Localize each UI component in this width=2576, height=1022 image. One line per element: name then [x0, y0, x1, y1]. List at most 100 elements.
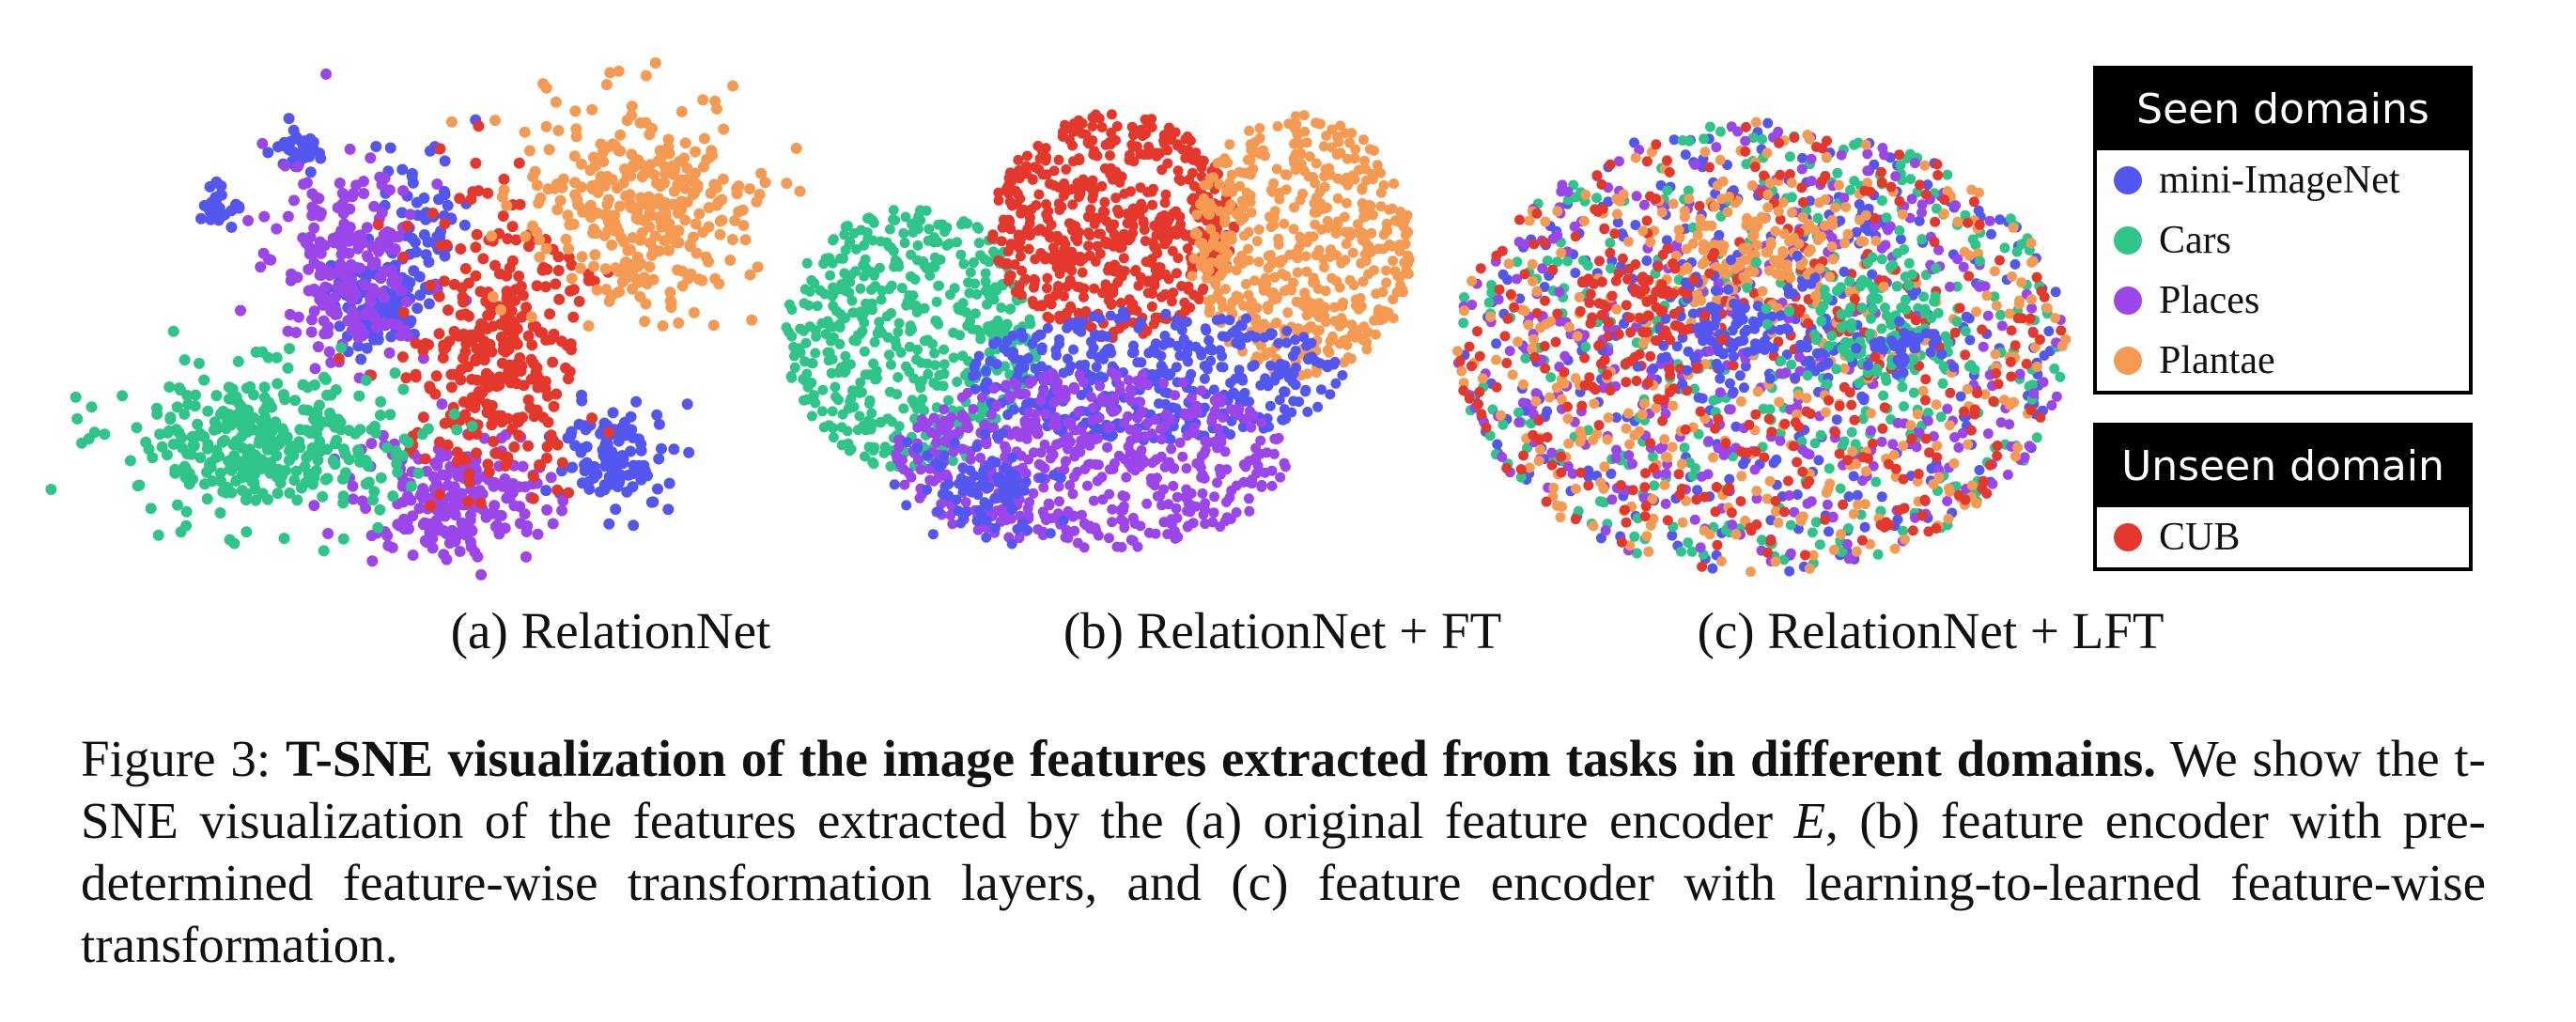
plantae-point	[644, 237, 657, 249]
cub-point	[504, 377, 517, 389]
places-point	[1197, 488, 1208, 499]
plantae-point	[495, 304, 507, 316]
places-point	[968, 404, 979, 414]
places-point	[1069, 451, 1080, 462]
cars-point	[397, 383, 410, 395]
places-point	[404, 209, 416, 221]
cub-point	[1106, 109, 1117, 120]
plantae-point	[1330, 228, 1342, 239]
mini-imagenet-point	[1315, 384, 1327, 395]
places-point	[981, 439, 992, 450]
cub-point	[603, 426, 614, 439]
cub-point	[490, 447, 502, 459]
places-point	[300, 237, 312, 249]
places-point	[1200, 445, 1211, 456]
cub-point	[1179, 297, 1190, 308]
places-point	[547, 518, 559, 530]
places-point	[1218, 412, 1229, 423]
plantae-point	[1402, 209, 1413, 221]
places-point	[1210, 436, 1221, 447]
mini-imagenet-point	[442, 199, 454, 211]
mini-imagenet-point	[598, 479, 611, 491]
places-point	[1064, 480, 1076, 490]
mini-imagenet-point	[1055, 472, 1066, 484]
mini-imagenet-point	[1961, 311, 1972, 322]
cub-point	[396, 351, 409, 363]
places-point	[1069, 384, 1080, 395]
cars-point	[971, 324, 983, 335]
cub-point	[1158, 209, 1170, 221]
mini-imagenet-point	[1230, 325, 1241, 335]
cub-point	[488, 436, 500, 447]
plantae-point	[527, 220, 539, 232]
mini-imagenet-point	[1325, 389, 1336, 400]
places-point	[1063, 416, 1073, 427]
mini-imagenet-point	[409, 236, 421, 248]
cub-point	[1016, 289, 1027, 301]
cars-point	[284, 487, 296, 499]
cars-point	[823, 355, 834, 366]
cars-point	[901, 300, 912, 311]
cars-point	[806, 358, 817, 369]
mini-imagenet-point	[1156, 350, 1167, 362]
places-point	[1221, 464, 1233, 475]
cub-point	[1147, 199, 1158, 210]
plantae-point	[624, 196, 636, 209]
places-point	[489, 477, 501, 488]
plantae-point	[1316, 224, 1327, 235]
mini-imagenet-point	[970, 369, 982, 380]
cars-point	[846, 295, 858, 306]
places-point	[1056, 437, 1067, 448]
mini-imagenet-point	[1159, 331, 1171, 341]
cars-point	[329, 421, 341, 433]
cars-point	[1649, 480, 1660, 491]
plantae-point	[729, 214, 741, 226]
cub-point	[1162, 235, 1173, 246]
cub-point	[1108, 174, 1118, 185]
plantae-point	[1223, 183, 1234, 194]
cars-point	[258, 405, 270, 417]
cub-point	[530, 320, 542, 333]
plantae-point	[665, 296, 677, 308]
places-point	[1243, 493, 1254, 504]
plantae-point	[1315, 198, 1327, 209]
places-point	[1011, 426, 1022, 437]
plantae-point	[1388, 256, 1399, 267]
places-point	[352, 230, 365, 242]
plantae-point	[534, 234, 546, 246]
plantae-point	[638, 271, 650, 284]
cars-point	[811, 331, 822, 342]
cars-point	[210, 451, 223, 463]
cars-point	[786, 304, 798, 315]
cars-point	[201, 493, 213, 505]
plantae-point	[1263, 262, 1274, 273]
plantae-point	[599, 263, 612, 275]
mini-imagenet-point	[613, 435, 625, 447]
cars-point	[167, 325, 179, 337]
plantae-point	[1331, 149, 1342, 161]
cars-point	[828, 234, 839, 245]
plantae-point	[1237, 167, 1249, 178]
places-point	[499, 472, 511, 485]
cub-point	[1168, 208, 1179, 219]
cub-point	[1077, 128, 1087, 139]
places-point	[258, 210, 271, 223]
mini-imagenet-point	[598, 417, 611, 429]
cub-point	[1053, 235, 1064, 246]
plantae-point	[1321, 131, 1332, 141]
cars-point	[335, 342, 348, 354]
cub-point	[434, 143, 446, 155]
places-point	[1054, 496, 1064, 507]
plantae-point	[1300, 251, 1311, 262]
mini-imagenet-point	[1182, 348, 1192, 359]
cub-point	[1005, 167, 1016, 178]
cub-point	[1159, 288, 1171, 300]
places-point	[1135, 520, 1146, 532]
cars-point	[271, 471, 283, 483]
places-point	[1005, 393, 1016, 404]
places-point	[1040, 409, 1051, 420]
plantae-point	[1342, 352, 1354, 363]
plantae-point	[710, 102, 722, 115]
places-point	[337, 266, 349, 278]
plantae-point	[1301, 294, 1312, 305]
